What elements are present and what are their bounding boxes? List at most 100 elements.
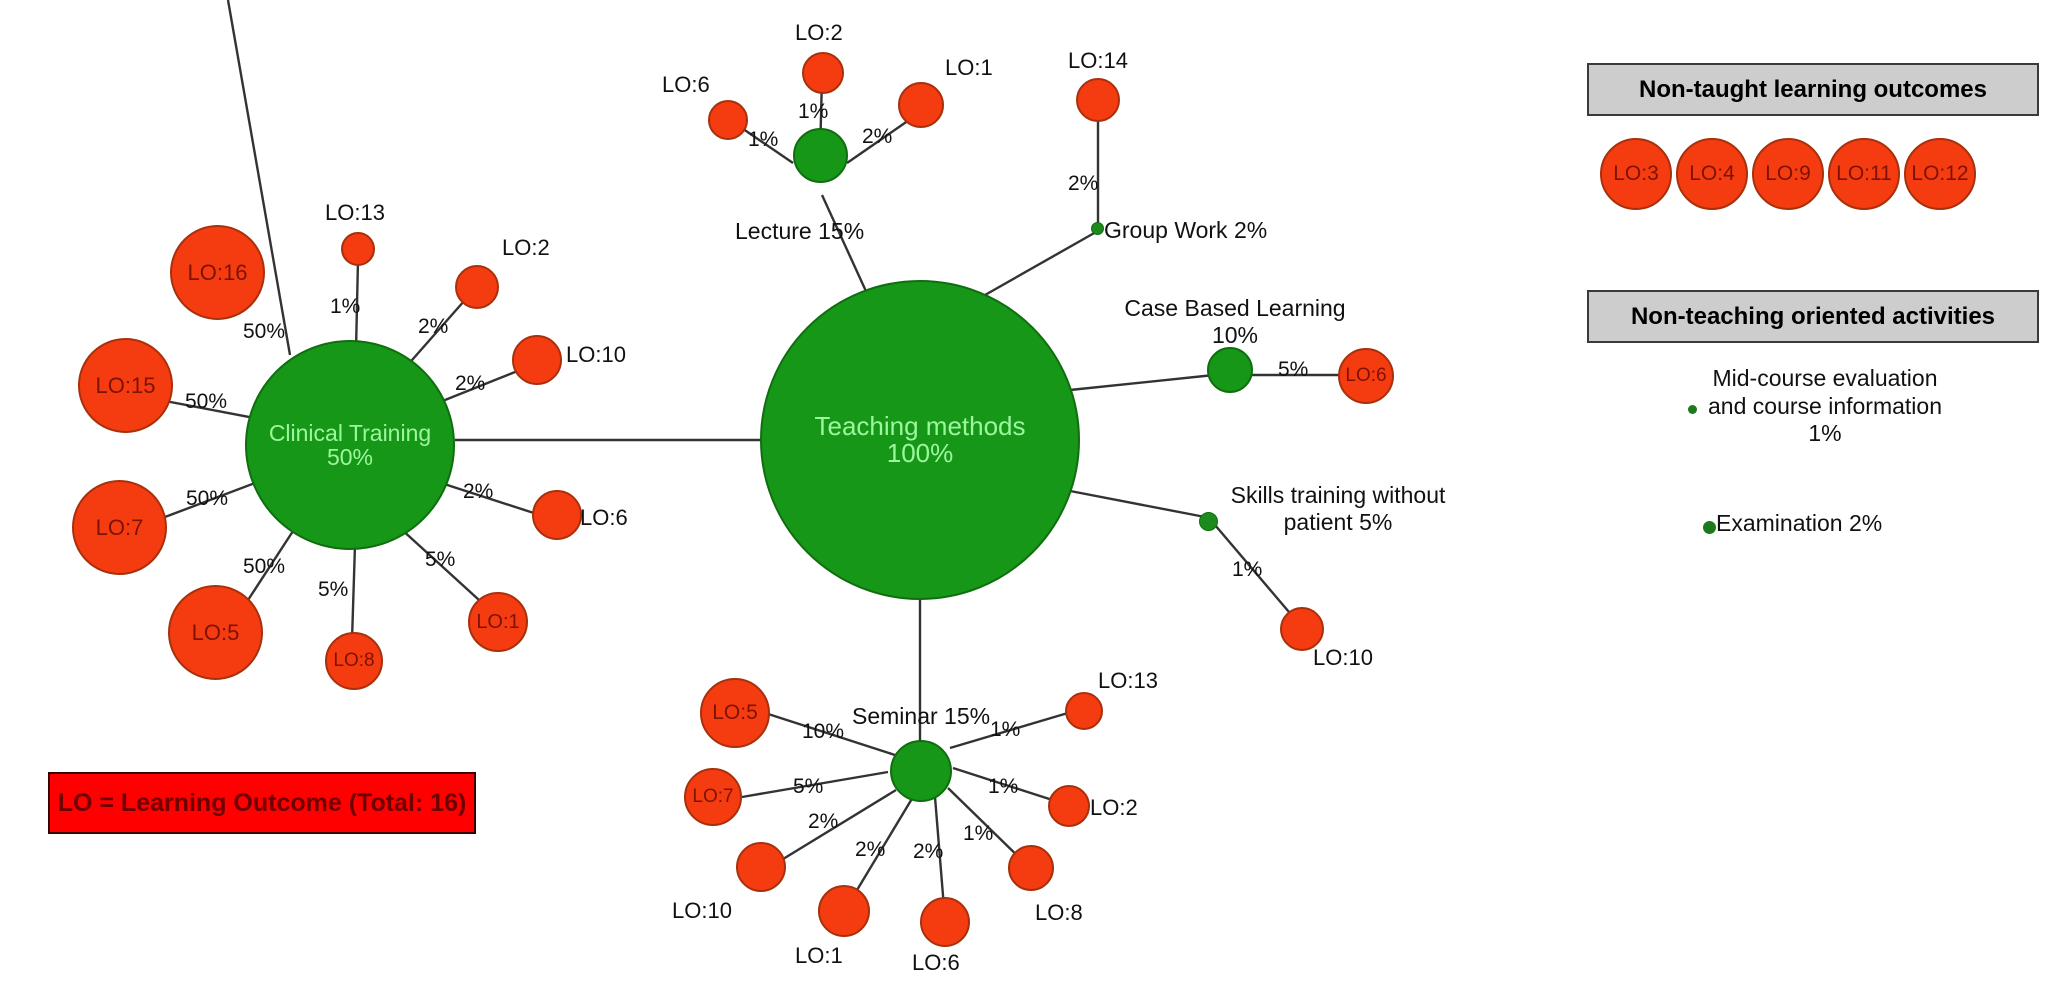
- legend-lo-11[interactable]: LO:11: [1828, 138, 1900, 210]
- node-clinical-lo15[interactable]: LO:15: [78, 338, 173, 433]
- edge-seminar-lo10: [769, 788, 897, 869]
- legend-lo-4[interactable]: LO:4: [1676, 138, 1748, 210]
- node-seminar-lo2[interactable]: LO:2: [1048, 785, 1090, 827]
- cbl-label-line2: 10%: [1211, 322, 1259, 349]
- node-label: LO:5: [191, 619, 240, 645]
- pct-clinical-lo1: 5%: [425, 548, 456, 571]
- label-clinical-lo2: LO:2: [502, 235, 550, 260]
- pct-seminar-lo5: 10%: [802, 720, 845, 743]
- node-label: LO:7: [95, 514, 144, 540]
- node-clinical-lo8[interactable]: LO:8: [325, 632, 383, 690]
- label-seminar-lo1: LO:1: [795, 943, 843, 968]
- root-label-line2: 100%: [886, 438, 954, 468]
- skills-label-line1: Skills training without: [1230, 482, 1446, 508]
- label-case-based-learning: Case Based Learning 10%: [1120, 295, 1350, 349]
- label-seminar-lo2: LO:2: [1090, 795, 1138, 820]
- node-cbl-lo6[interactable]: LO:6: [1338, 348, 1394, 404]
- label-seminar-lo10: LO:10: [672, 898, 732, 923]
- node-seminar[interactable]: Seminar 15%: [890, 740, 952, 802]
- pct-clinical-lo16: 50%: [243, 320, 286, 343]
- edge-clinical-lo15: [159, 398, 266, 422]
- node-seminar-lo7[interactable]: LO:7: [684, 768, 742, 826]
- node-clinical-lo16[interactable]: LO:16: [170, 225, 265, 320]
- edge-clinical-lo6: [437, 480, 541, 517]
- legend-activities-title: Non-teaching oriented activities: [1630, 302, 1996, 330]
- node-seminar-lo1[interactable]: LO:1: [818, 885, 870, 937]
- node-label: LO:15: [95, 372, 156, 398]
- legend-activity-midcourse: Mid-course evaluation and course informa…: [1708, 365, 1942, 447]
- node-clinical-lo7[interactable]: LO:7: [72, 480, 167, 575]
- edge-skills-lo10: [1214, 524, 1301, 626]
- node-seminar-lo10[interactable]: LO:10: [736, 842, 786, 892]
- label-seminar: Seminar 15%: [852, 703, 991, 729]
- node-seminar-lo13[interactable]: LO:13: [1065, 692, 1103, 730]
- edge-clinical-lo8: [350, 544, 357, 641]
- pct-clinical-lo15: 50%: [185, 390, 228, 413]
- node-lecture[interactable]: Lecture 15%: [793, 128, 848, 183]
- pct-seminar-lo1: 2%: [855, 838, 886, 861]
- pct-seminar-lo6: 2%: [913, 840, 944, 863]
- pct-clinical-lo5: 50%: [243, 555, 286, 578]
- node-clinical-lo5[interactable]: LO:5: [168, 585, 263, 680]
- node-case-based-learning[interactable]: Case Based Learning: [1207, 347, 1253, 393]
- node-label: LO:6: [1345, 365, 1387, 387]
- legend-lo-label: LO:9: [1765, 162, 1811, 185]
- node-seminar-lo6[interactable]: LO:6: [920, 897, 970, 947]
- pct-groupwork-lo14: 2%: [1068, 172, 1099, 195]
- node-clinical-lo1[interactable]: LO:1: [468, 592, 528, 652]
- pct-lecture-lo6: 1%: [748, 128, 779, 151]
- node-lecture-lo6[interactable]: LO:6: [708, 100, 748, 140]
- legend-lo-label: LO:11: [1836, 162, 1892, 185]
- skills-label-line2: patient 5%: [1283, 509, 1393, 536]
- pct-clinical-lo10: 2%: [455, 372, 486, 395]
- edge-clinical-lo16: [226, 0, 292, 356]
- examination-dot[interactable]: [1703, 521, 1716, 534]
- label-lecture-lo1: LO:1: [945, 55, 993, 80]
- legend-lo-9[interactable]: LO:9: [1752, 138, 1824, 210]
- legend-nontaught-header: Non-taught learning outcomes: [1587, 63, 2039, 116]
- legend-total-label: LO = Learning Outcome (Total: 16): [57, 788, 467, 817]
- pct-clinical-lo8: 5%: [318, 578, 349, 601]
- midcourse-evaluation-dot[interactable]: [1688, 405, 1697, 414]
- edge-clinical-lo7: [156, 478, 264, 522]
- pct-lecture-lo2: 1%: [798, 100, 829, 123]
- legend-activity-examination: Examination 2%: [1716, 510, 1883, 536]
- pct-seminar-lo2: 1%: [988, 775, 1019, 798]
- node-seminar-lo8[interactable]: LO:8: [1008, 845, 1054, 891]
- node-clinical-lo6[interactable]: LO:6: [532, 490, 582, 540]
- pct-skills-lo10: 1%: [1232, 558, 1263, 581]
- node-group-work[interactable]: [1091, 222, 1104, 235]
- node-clinical-lo13[interactable]: LO:13: [341, 232, 375, 266]
- root-label-line1: Teaching methods: [814, 410, 1026, 441]
- edge-seminar-lo5: [761, 710, 896, 757]
- node-clinical-lo2[interactable]: LO:2: [455, 265, 499, 309]
- legend-activities-header: Non-teaching oriented activities: [1587, 290, 2039, 343]
- node-lecture-lo1[interactable]: LO:1: [898, 82, 944, 128]
- node-skills-training[interactable]: [1199, 512, 1218, 531]
- node-label: LO:16: [187, 259, 248, 285]
- label-seminar-lo13: LO:13: [1098, 668, 1158, 693]
- legend-nontaught-title: Non-taught learning outcomes: [1639, 75, 1987, 103]
- node-lecture-lo2[interactable]: LO:2: [802, 52, 844, 94]
- label-groupwork-lo14: LO:14: [1068, 48, 1128, 73]
- pct-seminar-lo13: 1%: [990, 718, 1021, 741]
- legend-lo-3[interactable]: LO:3: [1600, 138, 1672, 210]
- node-skills-lo10[interactable]: LO:10: [1280, 607, 1324, 651]
- label-lecture: Lecture 15%: [735, 218, 865, 244]
- pct-clinical-lo2: 2%: [418, 315, 449, 338]
- pct-clinical-lo6: 2%: [463, 480, 494, 503]
- legend-total-box: LO = Learning Outcome (Total: 16): [48, 772, 476, 834]
- label-seminar-lo6: LO:6: [912, 950, 960, 975]
- pct-cbl-lo6: 5%: [1278, 358, 1309, 381]
- legend-lo-label: LO:12: [1911, 162, 1969, 185]
- legend-lo-label: LO:4: [1689, 162, 1735, 185]
- label-seminar-lo8: LO:8: [1035, 900, 1083, 925]
- node-clinical-training[interactable]: Clinical Training 50%: [245, 340, 455, 550]
- legend-lo-label: LO:3: [1613, 162, 1659, 185]
- node-groupwork-lo14[interactable]: LO:14: [1076, 78, 1120, 122]
- legend-lo-12[interactable]: LO:12: [1904, 138, 1976, 210]
- node-clinical-lo10[interactable]: LO:10: [512, 335, 562, 385]
- cbl-label-line1: Case Based Learning: [1124, 295, 1346, 321]
- node-teaching-methods[interactable]: Teaching methods 100%: [760, 280, 1080, 600]
- node-seminar-lo5[interactable]: LO:5: [700, 678, 770, 748]
